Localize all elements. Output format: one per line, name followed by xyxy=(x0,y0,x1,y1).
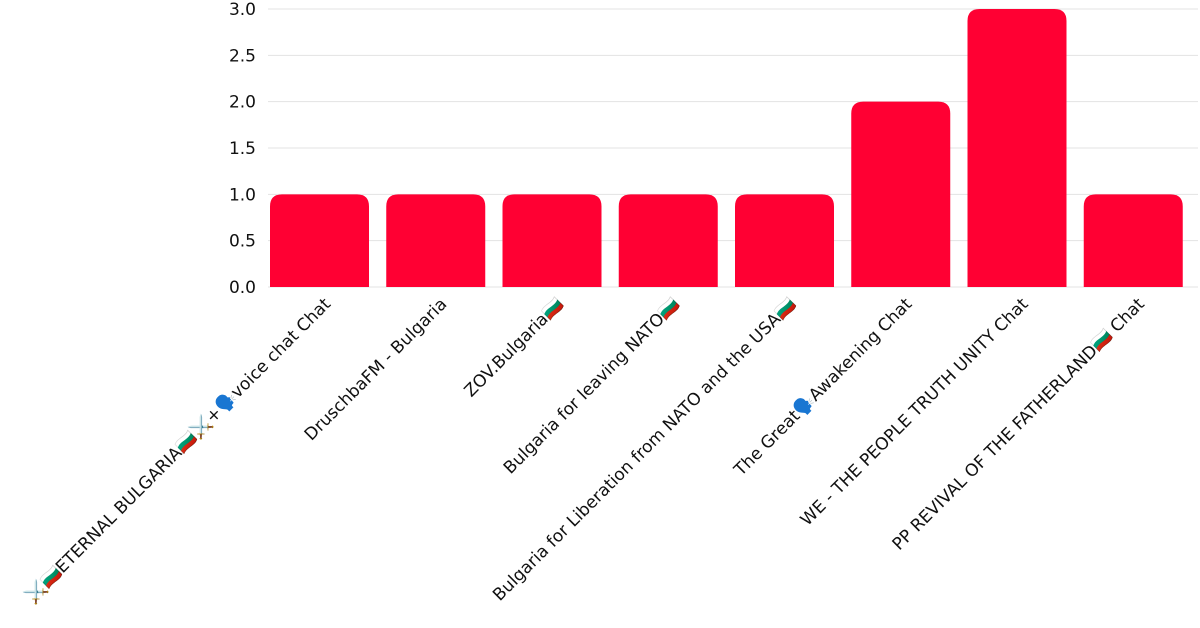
y-tick-label: 2.0 xyxy=(229,93,256,113)
bar xyxy=(270,194,369,287)
bar xyxy=(502,194,602,287)
bar xyxy=(735,194,834,287)
bar xyxy=(386,194,486,287)
bar xyxy=(967,9,1067,287)
x-axis-labels: ⚔️🇧🇬ETERNAL BULGARIA🇧🇬⚔️+🗣️voice chat Ch… xyxy=(21,293,1149,607)
y-tick-label: 3.0 xyxy=(229,0,256,20)
y-tick-label: 1.5 xyxy=(229,139,256,159)
y-tick-label: 0.0 xyxy=(229,278,256,298)
bar xyxy=(1083,194,1183,287)
bar xyxy=(851,101,951,288)
x-category-label: ⚔️🇧🇬ETERNAL BULGARIA🇧🇬⚔️+🗣️voice chat Ch… xyxy=(21,293,335,607)
bars xyxy=(270,9,1183,288)
bar xyxy=(618,194,718,287)
x-category-label: PP REVIVAL OF THE FATHERLAND🇧🇬 Chat xyxy=(889,294,1149,554)
y-tick-label: 0.5 xyxy=(229,232,256,252)
x-category-label: ZOV.Bulgaria🇧🇬 xyxy=(461,294,568,401)
y-tick-label: 1.0 xyxy=(229,185,256,205)
y-axis-ticks: 0.0 0.5 1.0 1.5 2.0 2.5 3.0 xyxy=(229,0,256,298)
x-category-label: WE - THE PEOPLE TRUTH UNITY Chat xyxy=(797,294,1033,530)
x-category-label: The Great🗣️Awakening Chat xyxy=(729,293,916,480)
y-tick-label: 2.5 xyxy=(229,46,256,66)
